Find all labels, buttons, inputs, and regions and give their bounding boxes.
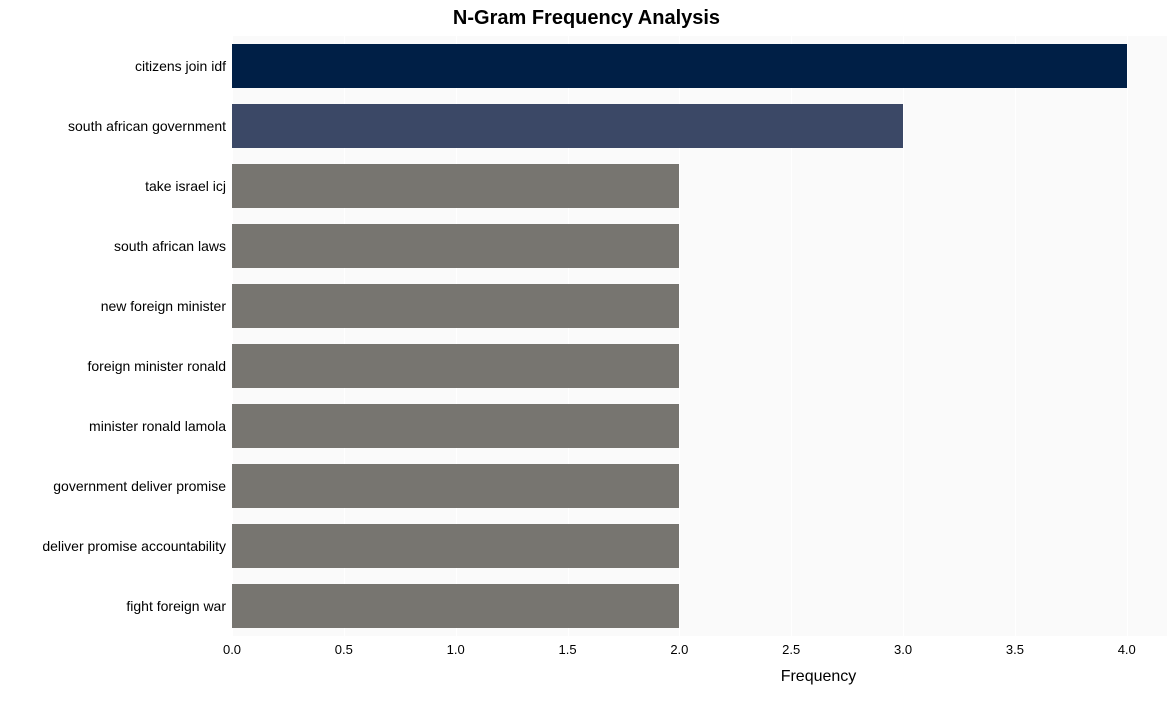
x-tick-label: 1.5 xyxy=(558,642,576,657)
y-tick-label: deliver promise accountability xyxy=(42,538,226,554)
x-tick-label: 4.0 xyxy=(1118,642,1136,657)
x-tick-label: 1.0 xyxy=(447,642,465,657)
bar xyxy=(232,164,679,207)
ngram-chart: N-Gram Frequency Analysis citizens join … xyxy=(0,0,1173,701)
y-tick-label: citizens join idf xyxy=(135,58,226,74)
x-axis-title: Frequency xyxy=(232,668,1173,686)
x-tick-label: 0.0 xyxy=(223,642,241,657)
bar xyxy=(232,224,679,267)
y-axis-labels: citizens join idf south african governmen… xyxy=(0,36,232,636)
y-tick-label: fight foreign war xyxy=(126,598,226,614)
bar xyxy=(232,344,679,387)
bar xyxy=(232,284,679,327)
y-tick-label: south african government xyxy=(68,118,226,134)
bar xyxy=(232,464,679,507)
bar xyxy=(232,104,903,147)
y-tick-label: new foreign minister xyxy=(101,298,226,314)
y-tick-label: south african laws xyxy=(114,238,226,254)
x-tick-label: 0.5 xyxy=(335,642,353,657)
y-tick-label: minister ronald lamola xyxy=(89,418,226,434)
y-tick-label: take israel icj xyxy=(145,178,226,194)
y-tick-label: foreign minister ronald xyxy=(87,358,226,374)
x-tick-labels: 0.00.51.01.52.02.53.03.54.0 xyxy=(232,636,1167,664)
x-axis: 0.0 0.5 1.0 1.5 2.0 2.5 3.0 3.5 4.0 Frequency xyxy=(0,636,1173,701)
bars-layer xyxy=(232,36,1167,636)
bar xyxy=(232,44,1127,87)
plot-row: citizens join idf south african governmen… xyxy=(0,36,1173,636)
bar xyxy=(232,524,679,567)
bar xyxy=(232,584,679,627)
chart-title: N-Gram Frequency Analysis xyxy=(0,0,1173,36)
y-tick-label: government deliver promise xyxy=(53,478,226,494)
bar xyxy=(232,404,679,447)
plot-area xyxy=(232,36,1167,636)
x-tick-label: 2.5 xyxy=(782,642,800,657)
x-tick-label: 3.5 xyxy=(1006,642,1024,657)
x-tick-label: 3.0 xyxy=(894,642,912,657)
x-tick-label: 2.0 xyxy=(670,642,688,657)
